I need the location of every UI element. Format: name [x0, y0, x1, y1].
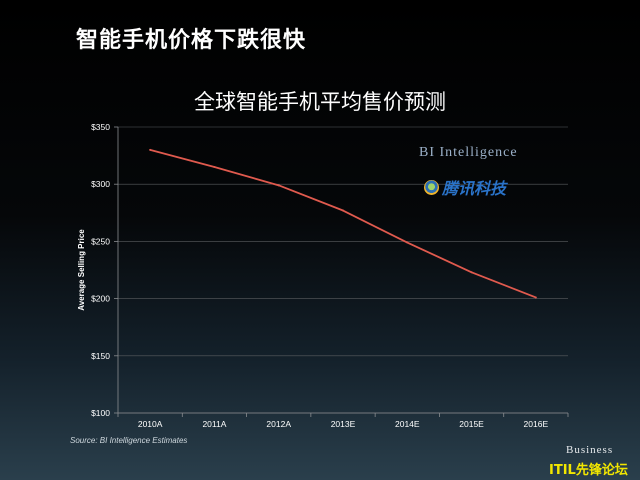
y-tick-label: $250 — [91, 236, 110, 246]
x-tick-label: 2015E — [459, 419, 484, 429]
y-tick-label: $100 — [91, 408, 110, 418]
series-line — [149, 149, 537, 299]
data-point — [406, 241, 409, 244]
bi-intelligence-logo: BI Intelligence — [419, 145, 518, 160]
x-tick-label: 2011A — [202, 419, 226, 429]
tencent-icon — [424, 179, 439, 195]
data-point — [213, 166, 216, 169]
data-point — [470, 271, 473, 274]
x-tick-label: 2010A — [138, 419, 163, 429]
x-tick-label: 2016E — [524, 419, 549, 429]
x-tick-label: 2013E — [331, 419, 356, 429]
tencent-tech-text: 腾讯科技 — [442, 179, 507, 198]
y-tick-label: $300 — [91, 179, 110, 189]
tencent-tech-logo: 腾讯科技 — [424, 175, 506, 199]
y-tick-label: $150 — [91, 351, 110, 361]
chart-tick-labels: $100 $150 $200 $250 $300 $350 2010A 2011A 2012A 2… — [77, 122, 548, 429]
data-point — [342, 209, 344, 212]
chart-title: 全球智能手机平均售价预测 — [194, 90, 446, 114]
x-tick-label: 2014E — [395, 419, 420, 429]
x-tick-label: 2012A — [266, 419, 291, 429]
business-insider-logo: Business — [566, 444, 614, 456]
data-point — [149, 148, 152, 151]
y-axis-label: Average Selling Price — [77, 229, 86, 311]
y-tick-label: $350 — [91, 122, 110, 132]
chart-axes — [114, 126, 569, 417]
source-note: Source: BI Intelligence Estimates — [70, 436, 188, 445]
slide-title: 智能手机价格下跌很快 — [76, 28, 307, 53]
data-point — [277, 184, 280, 187]
y-tick-label: $200 — [91, 294, 110, 304]
itil-forum-watermark: ITIL先锋论坛 — [549, 463, 628, 478]
chart-gridlines — [118, 126, 568, 414]
chart-series — [149, 148, 537, 299]
data-point — [534, 296, 537, 299]
